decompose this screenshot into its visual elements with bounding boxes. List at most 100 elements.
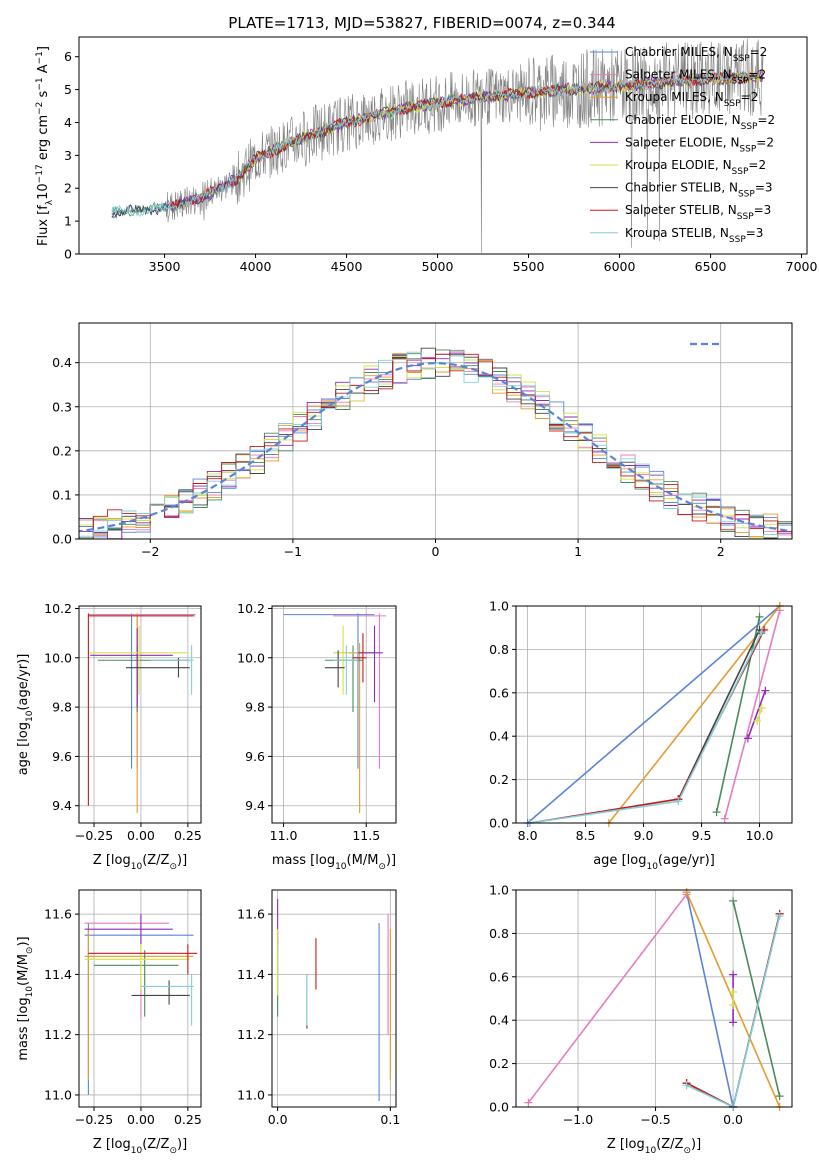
legend-entry-part: N bbox=[724, 45, 733, 59]
legend-entry-part: Salpeter ELODIE bbox=[625, 135, 723, 149]
legend-entry: Chabrier MILES, NSSP=2 bbox=[625, 45, 767, 64]
axes-frame bbox=[271, 605, 397, 824]
y-tick-label: 0.4 bbox=[489, 729, 509, 744]
x-tick-label: −1.0 bbox=[563, 1112, 593, 1127]
legend-entry-part: , bbox=[715, 68, 723, 82]
legend-entry-part: Chabrier STELIB bbox=[625, 181, 721, 195]
legend-entry-part: , bbox=[721, 181, 729, 195]
y-axis-label-part: s bbox=[36, 90, 51, 101]
y-axis-label-part: Flux [f bbox=[36, 205, 51, 246]
legend-entry-part: N bbox=[715, 90, 724, 104]
legend-entry-part: SSP bbox=[724, 99, 741, 109]
weight-marker bbox=[757, 628, 766, 637]
legend-entry-part: Kroupa STELIB bbox=[625, 226, 712, 240]
x-tick-label: 0.00 bbox=[127, 1112, 155, 1127]
weight-marker bbox=[729, 1018, 738, 1027]
y-tick-label: 1.0 bbox=[489, 883, 509, 898]
weight-marker bbox=[775, 912, 784, 921]
legend-entry-part: , bbox=[707, 90, 715, 104]
weight-line bbox=[732, 900, 781, 1097]
x-tick-label: 11.5 bbox=[352, 828, 380, 843]
legend-entry-part: =2 bbox=[741, 90, 759, 104]
x-axis-label-part: 10 bbox=[646, 862, 658, 872]
x-tick-label: 10.0 bbox=[746, 828, 774, 843]
y-tick-label: 10.2 bbox=[44, 601, 72, 616]
weight-marker bbox=[757, 703, 766, 712]
weight-marker bbox=[729, 1001, 738, 1010]
x-axis-label-part: Z [log bbox=[93, 853, 131, 868]
x-tick-label: 4500 bbox=[331, 259, 363, 274]
weight-line bbox=[527, 893, 688, 1104]
y-tick-label: 10.2 bbox=[237, 601, 265, 616]
y-tick-label: 6 bbox=[64, 49, 72, 64]
legend-entry-part: =2 bbox=[757, 113, 775, 127]
x-axis-label: Z [log10(Z/Z⊙)] bbox=[93, 1137, 187, 1156]
x-tick-label: 5500 bbox=[513, 259, 545, 274]
x-tick-label: 3500 bbox=[149, 259, 181, 274]
legend-entry-part: N bbox=[732, 113, 741, 127]
axes-frame bbox=[515, 605, 793, 824]
weight-marker bbox=[682, 888, 691, 897]
x-axis-label: Z [log10(Z/Z⊙)] bbox=[93, 853, 187, 872]
weight-marker bbox=[755, 612, 764, 621]
legend-entry-part: Salpeter MILES bbox=[625, 68, 715, 82]
legend-entry-part: =3 bbox=[754, 203, 772, 217]
x-axis-label-part: ⊙ bbox=[169, 862, 177, 872]
figure-title: PLATE=1713, MJD=53827, FIBERID=0074, z=0… bbox=[228, 14, 615, 32]
axes-frame bbox=[78, 322, 793, 540]
x-tick-label: 6000 bbox=[604, 259, 636, 274]
x-tick-label: −1 bbox=[284, 544, 302, 559]
legend-entry-part: N bbox=[723, 68, 732, 82]
x-tick-label: 8.0 bbox=[518, 828, 538, 843]
axes-frame bbox=[271, 889, 397, 1108]
weight-line bbox=[685, 892, 734, 1107]
x-tick-label: 0.25 bbox=[174, 1112, 202, 1127]
legend-entry: Chabrier ELODIE, NSSP=2 bbox=[625, 113, 775, 132]
legend-entry-part: N bbox=[728, 203, 737, 217]
y-tick-label: 3 bbox=[64, 148, 72, 163]
x-tick-label: 0.0 bbox=[723, 1112, 743, 1127]
x-axis-label-part: (Z/Z bbox=[142, 853, 169, 868]
weight-line bbox=[723, 610, 781, 819]
y-tick-label: 0.0 bbox=[52, 532, 72, 547]
y-tick-label: 10.0 bbox=[44, 650, 72, 665]
legend-entry-part: =2 bbox=[748, 158, 766, 172]
y-axis-label-part: −2 bbox=[35, 102, 45, 115]
x-axis-label-part: Z [log bbox=[93, 1137, 131, 1152]
y-axis-label-part: −1 bbox=[35, 77, 45, 90]
x-tick-label: 0.0 bbox=[268, 1112, 288, 1127]
legend-entry: Salpeter ELODIE, NSSP=2 bbox=[625, 135, 774, 154]
weight-marker bbox=[720, 814, 729, 823]
y-axis-label-part: erg cm bbox=[36, 115, 51, 164]
y-tick-label: 9.4 bbox=[245, 798, 265, 813]
y-tick-label: 0 bbox=[64, 247, 72, 262]
y-axis-label-part: −1 bbox=[35, 51, 45, 64]
plot-area bbox=[87, 613, 196, 814]
weight-marker bbox=[712, 808, 721, 817]
y-axis-label-part: −17 bbox=[35, 164, 45, 183]
legend-entry-part: N bbox=[720, 226, 729, 240]
y-tick-label: 11.0 bbox=[237, 1087, 265, 1102]
plot-area bbox=[277, 899, 391, 1101]
legend-entry-part: SSP bbox=[733, 54, 750, 64]
y-axis-label-part: (age/yr)] bbox=[16, 654, 31, 711]
x-tick-label: 1 bbox=[574, 544, 582, 559]
y-tick-label: 11.2 bbox=[44, 1027, 72, 1042]
y-axis-label-part: λ bbox=[45, 199, 55, 205]
y-axis-label: Flux [fλ10−17 erg cm−2 s−1 A−1] bbox=[35, 46, 55, 246]
y-tick-label: 11.6 bbox=[44, 907, 72, 922]
legend-entry-part: Chabrier MILES bbox=[625, 45, 716, 59]
legend-entry-part: =2 bbox=[756, 135, 774, 149]
plot-area bbox=[283, 613, 387, 814]
y-tick-label: 0.2 bbox=[52, 443, 72, 458]
y-tick-label: 11.6 bbox=[237, 907, 265, 922]
x-axis-label-part: 10 bbox=[335, 862, 347, 872]
y-tick-label: 4 bbox=[64, 115, 72, 130]
legend-entry: Salpeter MILES, NSSP=2 bbox=[625, 68, 766, 87]
y-tick-label: 11.2 bbox=[237, 1027, 265, 1042]
y-tick-label: 5 bbox=[64, 82, 72, 97]
spectrum-panel: 3500 4000 4500 5000 5500 6000 6500 7000 0 1 2 3 4 5 6 C… bbox=[35, 36, 817, 274]
x-tick-label: 0.1 bbox=[380, 1112, 400, 1127]
legend-entry: Salpeter STELIB, NSSP=3 bbox=[625, 203, 771, 222]
